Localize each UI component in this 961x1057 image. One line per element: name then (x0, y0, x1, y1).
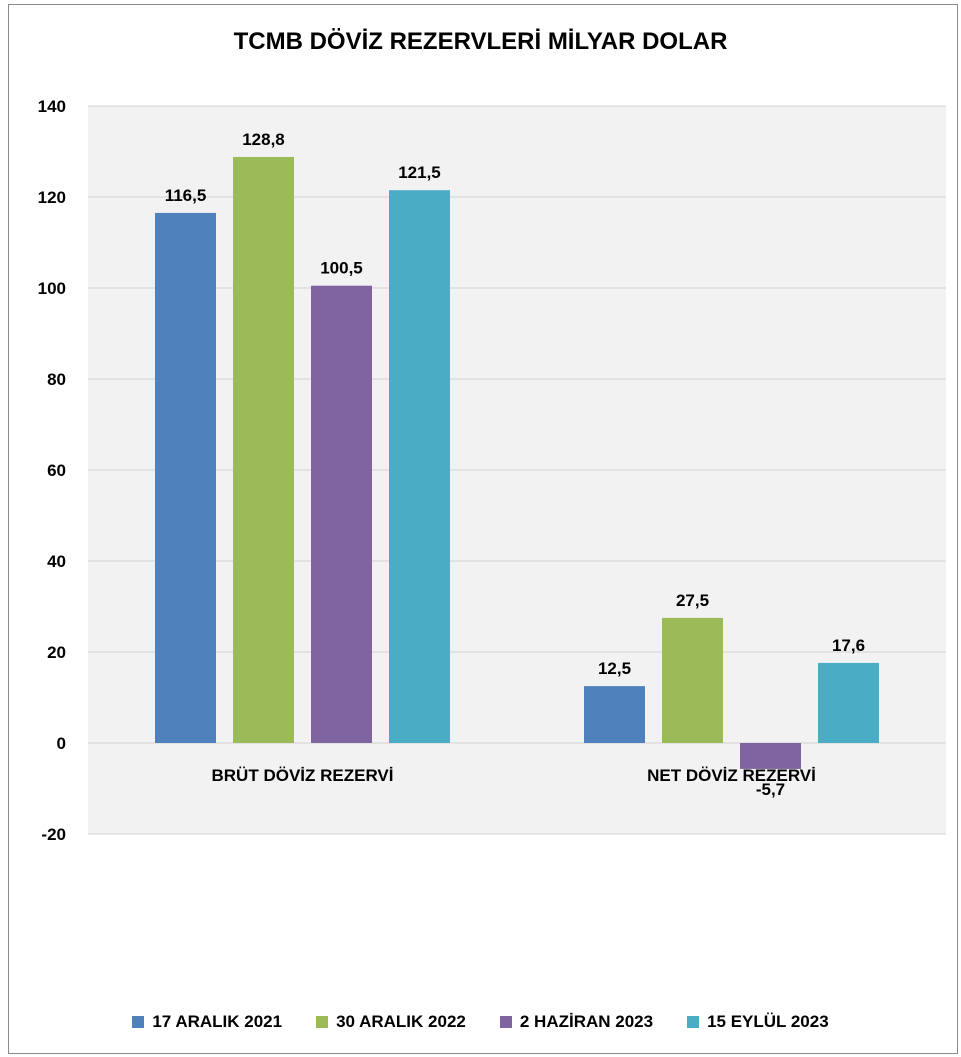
y-tick-label: 140 (38, 97, 66, 116)
x-category-label: NET DÖVİZ REZERVİ (647, 766, 816, 785)
y-tick-label: -20 (41, 825, 66, 844)
bar (389, 190, 450, 744)
y-tick-label: 100 (38, 279, 66, 298)
legend-label: 2 HAZİRAN 2023 (519, 1012, 654, 1031)
chart-svg: -20 0 20 40 60 80 100 120 140 116,5 128,8 100,5 121,… (38, 97, 946, 844)
legend-item: 30 ARALIK 2022 (316, 1012, 466, 1032)
legend-swatch (499, 1016, 512, 1028)
data-label: 12,5 (598, 659, 631, 678)
legend-swatch (687, 1016, 700, 1028)
y-tick-label: 40 (47, 552, 66, 571)
data-label: 17,6 (832, 636, 865, 655)
legend-swatch (132, 1016, 145, 1028)
y-tick-label: 80 (47, 370, 66, 389)
legend-label: 17 ARALIK 2021 (152, 1012, 283, 1031)
data-label: 27,5 (676, 591, 709, 610)
legend-item: 2 HAZİRAN 2023 (499, 1012, 654, 1032)
x-category-label: BRÜT DÖVİZ REZERVİ (212, 766, 394, 785)
y-tick-label: 0 (57, 734, 66, 753)
y-tick-label: 60 (47, 461, 66, 480)
bar (740, 743, 801, 769)
legend-label: 15 EYLÜL 2023 (707, 1012, 829, 1031)
legend: 17 ARALIK 2021 30 ARALIK 2022 2 HAZİRAN 20… (0, 1012, 961, 1032)
bar (155, 212, 216, 744)
data-label: 121,5 (398, 163, 441, 182)
y-tick-label: 20 (47, 643, 66, 662)
bar (584, 686, 645, 743)
data-label: 100,5 (320, 259, 363, 278)
bar (818, 662, 879, 743)
legend-item: 15 EYLÜL 2023 (687, 1012, 829, 1032)
bar (662, 617, 723, 743)
data-label: 128,8 (242, 130, 285, 149)
bar (311, 285, 372, 743)
y-tick-label: 120 (38, 188, 66, 207)
bar (233, 156, 294, 743)
legend-swatch (316, 1016, 329, 1028)
data-label: -5,7 (756, 780, 785, 799)
legend-label: 30 ARALIK 2022 (336, 1012, 466, 1031)
legend-item: 17 ARALIK 2021 (132, 1012, 282, 1032)
chart-title: TCMB DÖVİZ REZERVLERİ MİLYAR DOLAR (233, 28, 728, 55)
data-label: 116,5 (165, 186, 207, 205)
